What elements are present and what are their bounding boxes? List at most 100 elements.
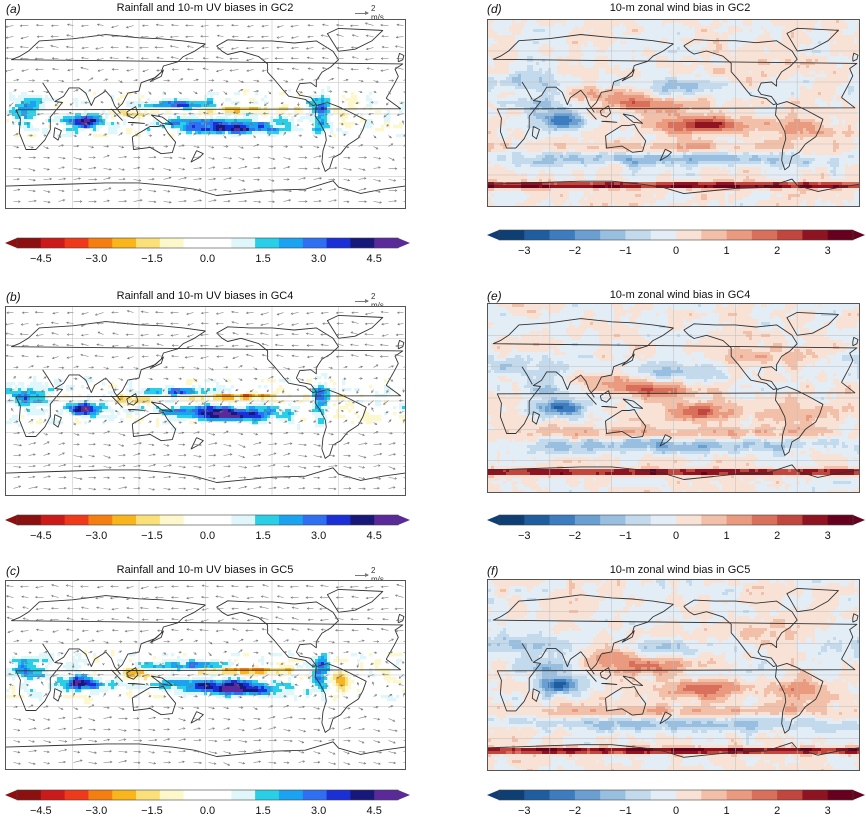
wind-vector — [73, 738, 82, 741]
wind-vector-head — [149, 653, 152, 656]
wind-vector — [365, 22, 374, 26]
map-gridlines — [488, 304, 859, 492]
wind-vector — [367, 674, 374, 678]
wind-vector — [99, 399, 104, 401]
wind-vector-head — [81, 46, 84, 50]
wind-vector-head — [152, 167, 155, 171]
wind-vector-head — [263, 103, 267, 106]
wind-vector-head — [94, 313, 98, 316]
wind-vector-head — [304, 156, 308, 159]
wind-vector-head — [366, 608, 370, 611]
wind-vector-head — [109, 596, 113, 600]
wind-vector-head — [273, 452, 277, 455]
wind-vector-head — [140, 57, 144, 60]
wind-vector-head — [155, 311, 158, 314]
wind-vector — [73, 751, 80, 753]
wind-vector-head — [149, 92, 152, 95]
wind-vector-head — [106, 145, 110, 148]
wind-vector — [156, 24, 164, 26]
wind-vector — [366, 628, 374, 631]
wind-vector-head — [230, 47, 234, 50]
wind-vector-head — [174, 103, 178, 106]
wind-vector-head — [364, 322, 368, 326]
colorbar-swatch — [231, 790, 256, 800]
wind-vector-head — [32, 718, 36, 722]
wind-vector-head — [228, 738, 232, 742]
wind-vector-head — [158, 123, 162, 127]
wind-vector — [50, 45, 59, 48]
wind-vector — [283, 705, 289, 708]
wind-vector-head — [14, 89, 17, 92]
wind-vector — [174, 113, 179, 115]
wind-vector-head — [272, 715, 276, 719]
coastline-segment — [127, 121, 145, 124]
wind-vector — [103, 419, 107, 423]
wind-vector-head — [18, 465, 22, 469]
wind-vector — [20, 630, 29, 632]
wind-vector-head — [65, 45, 69, 49]
coastline-segment — [605, 123, 647, 153]
wind-vector-head — [32, 79, 35, 82]
wind-vector — [95, 47, 104, 50]
wind-vector — [118, 132, 123, 136]
wind-vector-head — [47, 727, 51, 730]
wind-vector — [397, 323, 404, 325]
wind-vector-head — [158, 663, 162, 666]
wind-vector — [283, 729, 291, 732]
wind-vector-head — [79, 737, 83, 741]
wind-vector-head — [67, 607, 70, 610]
wind-vector — [216, 312, 224, 315]
wind-vector — [279, 409, 284, 412]
wind-vector — [43, 91, 49, 93]
wind-vector-head — [175, 389, 179, 393]
wind-vector-head — [96, 343, 99, 346]
wind-vector — [371, 407, 374, 412]
wind-vector — [142, 113, 149, 117]
wind-vector-head — [167, 79, 171, 82]
colorbar-swatch — [40, 790, 66, 800]
wind-vector — [103, 177, 111, 180]
wind-vector-head — [244, 199, 248, 203]
coastline-segment — [6, 741, 405, 757]
wind-vector-head — [258, 749, 262, 752]
wind-vector-head — [271, 376, 274, 379]
wind-vector-head — [74, 134, 78, 138]
field-cells — [6, 86, 405, 138]
wind-vector — [118, 156, 127, 158]
wind-vector-head — [246, 596, 250, 600]
colorbar-swatch — [326, 238, 351, 248]
wind-vector-head — [300, 90, 303, 94]
wind-vector — [193, 367, 199, 369]
wind-vector-head — [347, 179, 351, 182]
wind-vector-head — [306, 56, 310, 60]
wind-vector — [253, 433, 258, 435]
wind-vector — [388, 740, 396, 744]
colorbar-tick-label: −1.5 — [141, 805, 163, 817]
coastline-segment — [126, 106, 139, 119]
wind-vector-head — [393, 442, 396, 445]
wind-vector-head — [136, 705, 139, 709]
wind-vector — [328, 167, 337, 169]
wind-vector-head — [348, 739, 351, 742]
wind-vector — [193, 488, 200, 490]
wind-vector-head — [324, 409, 328, 412]
wind-vector-head — [243, 188, 247, 191]
wind-vector — [313, 200, 322, 202]
wind-vector — [103, 641, 109, 644]
wind-vector — [13, 718, 21, 721]
wind-vector — [223, 641, 229, 643]
wind-vector-head — [36, 676, 40, 679]
wind-vector-head — [318, 717, 321, 720]
wind-vector-head — [231, 310, 234, 314]
wind-vector-head — [354, 122, 358, 126]
wind-vector-head — [335, 464, 338, 468]
wind-vector-head — [61, 90, 64, 94]
wind-vector — [103, 693, 106, 697]
wind-vector — [118, 189, 126, 191]
wind-vector-head — [366, 627, 370, 631]
wind-vector-head — [380, 607, 384, 611]
wind-vector-head — [375, 376, 379, 380]
wind-vector-head — [29, 694, 33, 697]
wind-vector — [58, 652, 64, 654]
wind-vector-head — [397, 322, 400, 326]
